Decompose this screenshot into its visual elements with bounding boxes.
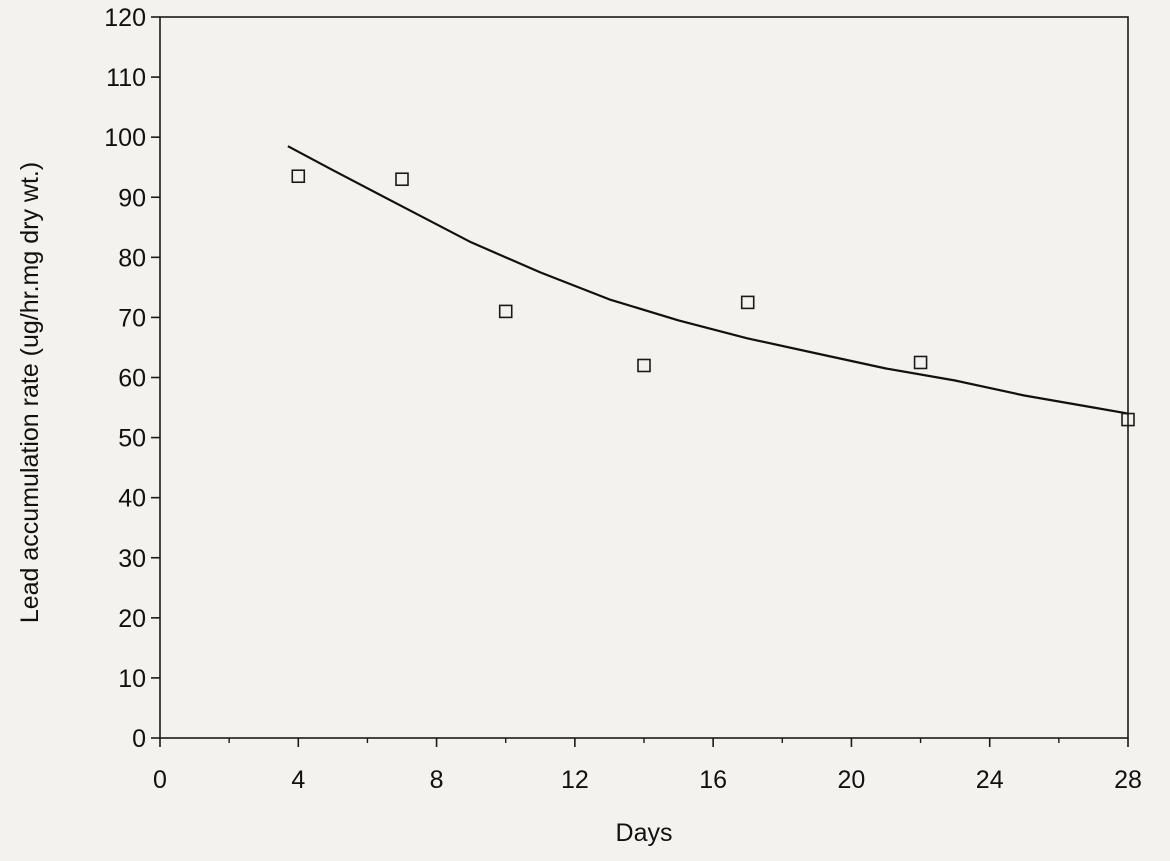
y-tick-label: 120 — [104, 4, 146, 32]
x-tick-label: 4 — [291, 766, 305, 794]
y-tick-label: 80 — [118, 244, 146, 272]
y-tick-label: 70 — [118, 304, 146, 332]
y-tick-label: 10 — [118, 665, 146, 693]
x-tick-label: 0 — [153, 766, 167, 794]
data-point — [913, 355, 928, 370]
y-tick-label: 90 — [118, 184, 146, 212]
x-tick-label: 16 — [699, 766, 727, 794]
x-tick-label: 20 — [838, 766, 866, 794]
x-tick-label: 28 — [1114, 766, 1142, 794]
y-tick-label: 100 — [104, 124, 146, 152]
y-tick-label: 20 — [118, 605, 146, 633]
x-tick-label: 12 — [561, 766, 589, 794]
ticks: 0 10 20 30 40 50 60 70 80 90 100 110 120 0 4 8 12 16 20 24 2… — [104, 4, 1142, 794]
y-axis-title: Lead accumulation rate (ug/hr.mg dry wt.… — [16, 162, 44, 623]
fit-curve-line — [287, 145, 1129, 415]
x-tick-label: 8 — [430, 766, 444, 794]
data-point — [637, 358, 651, 373]
y-tick-label: 50 — [118, 425, 146, 453]
y-tick-label: 40 — [118, 485, 146, 513]
axes — [159, 16, 1129, 739]
fit-curve — [287, 145, 1129, 415]
data-point — [740, 295, 755, 310]
y-tick-label: 30 — [118, 545, 146, 573]
x-tick-label: 24 — [976, 766, 1004, 794]
data-points — [291, 169, 1135, 427]
y-tick-label: 60 — [118, 365, 146, 393]
data-point — [291, 169, 306, 184]
y-tick-label: 110 — [106, 64, 146, 92]
data-point — [498, 304, 513, 319]
data-point — [395, 172, 409, 187]
x-axis-title: Days — [616, 819, 673, 847]
plot-frame — [159, 16, 1129, 739]
data-point — [1121, 412, 1135, 427]
y-tick-label: 0 — [132, 725, 146, 753]
